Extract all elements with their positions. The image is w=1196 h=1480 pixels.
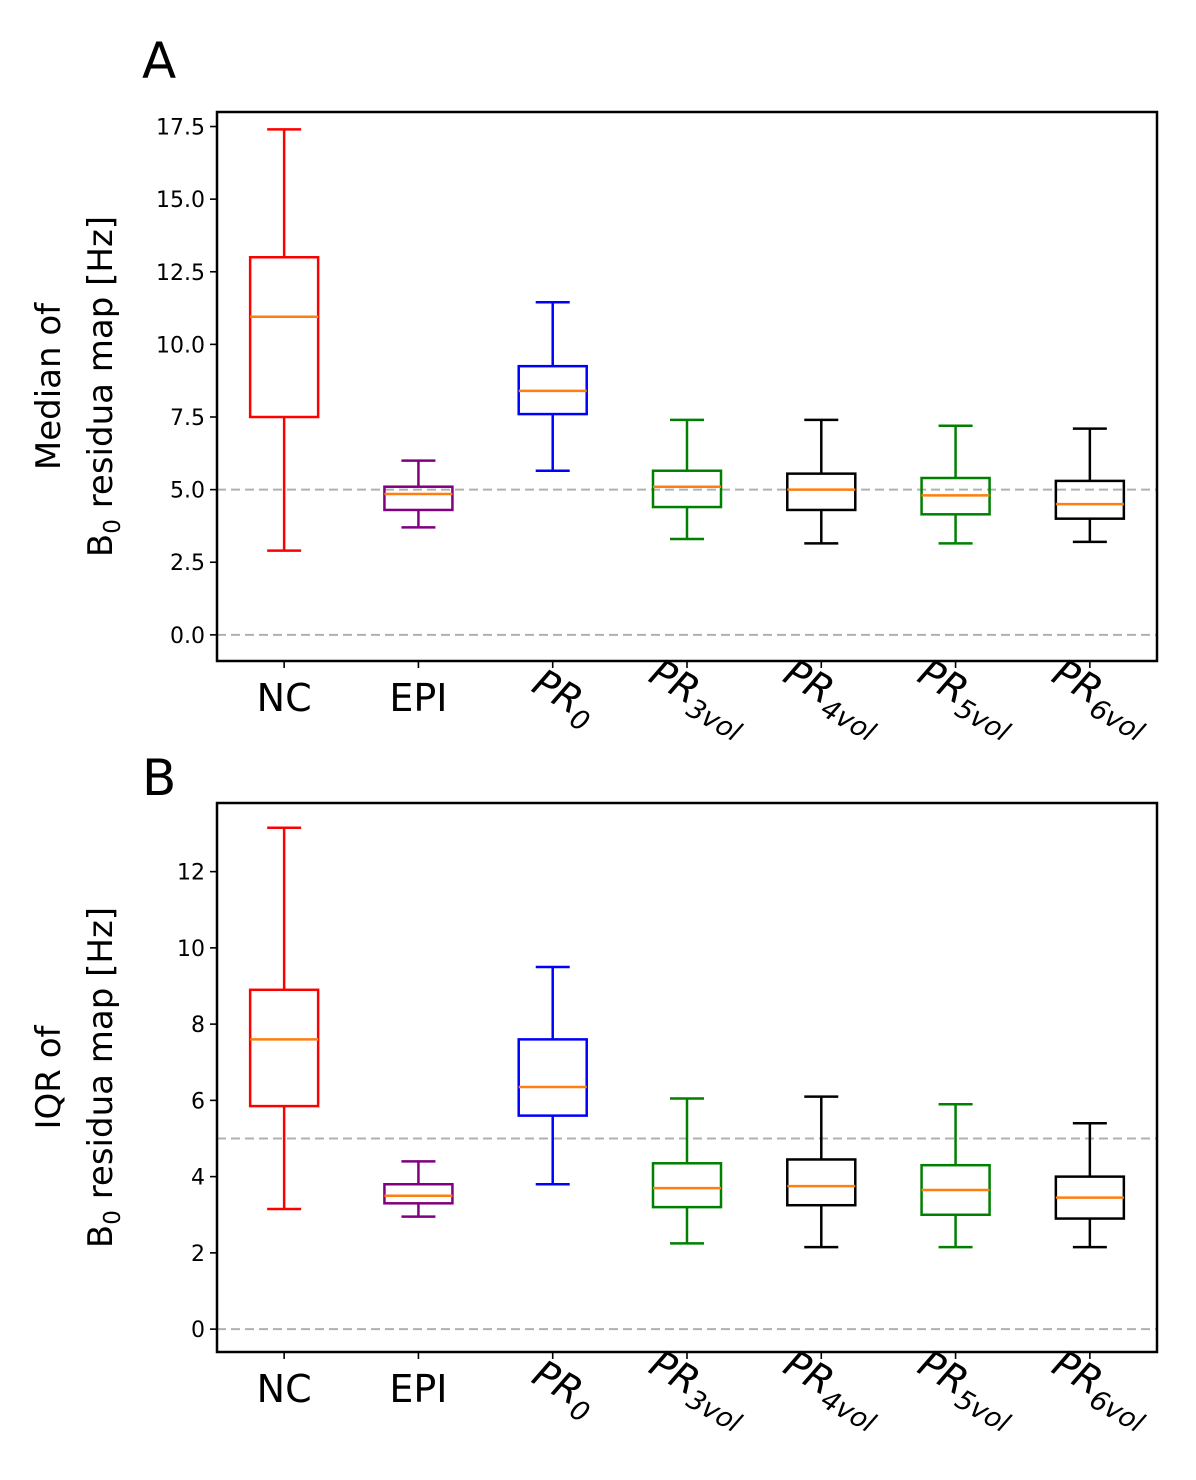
box-5: [920, 1102, 991, 1249]
box-4: [786, 418, 857, 545]
y-tick-label: 10: [177, 937, 205, 962]
box-0: [248, 826, 320, 1211]
x-tick-label: EPI: [389, 1367, 447, 1411]
y-tick-label: 10.0: [156, 333, 205, 358]
chart-panel-a: A 0.0 2.5 5.0 7.5 10.0 12.5 15.0 17.5 Median of B0…: [29, 32, 1160, 749]
x-tick-label: PR5vol: [907, 1341, 1026, 1440]
panel-label: A: [142, 32, 176, 90]
chart-panel-b: B 0 2 4 6 8 10 12 IQR of B0 residua map [Hz] NC EPI…: [29, 749, 1160, 1440]
box-iqr: [1054, 479, 1126, 520]
box-0: [248, 128, 320, 552]
plot-frame: [215, 801, 1159, 1354]
box-iqr: [248, 988, 320, 1108]
y-tick-label: 7.5: [170, 406, 205, 431]
x-tick-label: NC: [257, 676, 312, 720]
box-iqr: [517, 1038, 588, 1117]
box-5: [920, 424, 991, 545]
y-axis-label-line1: IQR of: [29, 1024, 69, 1129]
x-tick-label: PR3vol: [638, 1341, 757, 1440]
y-tick-label: 0: [191, 1318, 205, 1343]
box-1: [383, 1160, 454, 1218]
y-tick-label: 6: [191, 1089, 205, 1114]
box-6: [1054, 1122, 1126, 1249]
x-tick-label: PR6vol: [1041, 1341, 1160, 1440]
y-axis-label-line2: B0 residua map [Hz]: [81, 907, 126, 1248]
x-tick-label: PR4vol: [773, 650, 892, 749]
y-tick-label: 12.5: [156, 261, 205, 286]
box-iqr: [248, 255, 320, 419]
x-tick-label: PR6vol: [1041, 650, 1160, 749]
y-tick-label: 2.5: [170, 551, 205, 576]
y-axis-label-line1: Median of: [29, 302, 69, 470]
y-tick-label: 5.0: [170, 479, 205, 504]
box-3: [651, 418, 723, 541]
box-4: [786, 1095, 857, 1249]
box-2: [517, 965, 588, 1186]
y-tick-label: 17.5: [156, 116, 205, 141]
box-6: [1054, 427, 1126, 544]
x-tick-label: NC: [257, 1367, 312, 1411]
y-tick-label: 0.0: [170, 624, 205, 649]
box-iqr: [383, 485, 454, 512]
x-tick-label: PR4vol: [773, 1341, 892, 1440]
x-tick-label: PR3vol: [638, 650, 757, 749]
box-1: [383, 459, 454, 529]
panel-label: B: [142, 749, 176, 807]
y-tick-label: 8: [191, 1013, 205, 1038]
box-iqr: [651, 1162, 723, 1209]
x-tick-label: PR5vol: [907, 650, 1026, 749]
plot-frame: [215, 110, 1159, 663]
y-tick-label: 12: [177, 861, 205, 886]
box-2: [517, 301, 588, 472]
box-3: [651, 1097, 723, 1245]
box-iqr: [786, 472, 857, 512]
x-tick-label: PR0: [521, 1351, 605, 1429]
y-tick-label: 2: [191, 1242, 205, 1267]
box-iqr: [786, 1158, 857, 1207]
box-iqr: [383, 1183, 454, 1205]
y-tick-label: 4: [191, 1166, 205, 1191]
y-axis-label-line2: B0 residua map [Hz]: [81, 216, 126, 557]
x-tick-label: PR0: [521, 660, 605, 738]
y-tick-label: 15.0: [156, 188, 205, 213]
box-iqr: [651, 469, 723, 509]
x-tick-label: EPI: [389, 676, 447, 720]
